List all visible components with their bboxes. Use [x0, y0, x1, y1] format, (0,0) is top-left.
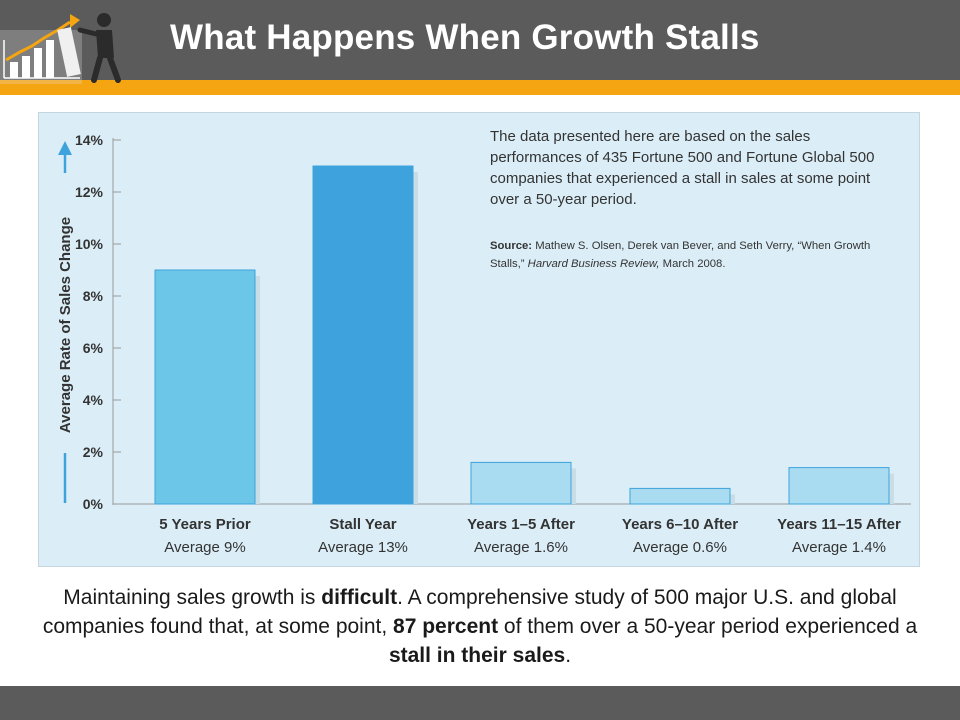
x-category-sublabel: Average 9%: [164, 539, 245, 556]
y-axis-title-group: Average Rate of Sales Change: [57, 217, 74, 433]
x-category-label: Years 6–10 After: [622, 516, 738, 533]
y-tick-label: 14%: [75, 132, 104, 148]
x-category-label: 5 Years Prior: [159, 516, 251, 533]
header-bar: [0, 0, 960, 80]
x-category-sublabel: Average 0.6%: [633, 539, 727, 556]
caption-emphasis-3: stall in their sales: [388, 644, 566, 667]
x-category-sublabel: Average 13%: [318, 539, 408, 556]
caption-text-4: .: [565, 644, 572, 667]
source-publication: Harvard Business Review,: [527, 258, 660, 270]
bar: [629, 487, 731, 505]
chart-note: The data presented here are based on the…: [490, 128, 875, 208]
caption-text-2: . A comprehensive study of 500 major U.S…: [42, 586, 897, 638]
bar: [788, 467, 890, 505]
y-tick-label: 2%: [83, 444, 104, 460]
y-tick-group: 0% 2% 4% 6% 8% 10% 12% 14%: [75, 132, 121, 512]
caption-emphasis-1: difficult: [321, 586, 398, 609]
caption-emphasis-2: 87 percent: [393, 615, 499, 638]
bar-group: [154, 165, 894, 505]
header-accent-bar: [0, 80, 960, 95]
slide-caption: Maintaining sales growth is difficult. A…: [30, 583, 930, 670]
x-category-label: Years 11–15 After: [777, 516, 901, 533]
y-tick-label: 6%: [83, 340, 104, 356]
footer-bar: [0, 686, 960, 720]
x-category-label: Stall Year: [329, 516, 396, 533]
y-axis-arrow-head: [58, 141, 72, 155]
x-label-group: 5 Years Prior Average 9% Stall Year Average…: [159, 516, 901, 556]
y-axis-arrow: [58, 141, 72, 503]
y-tick-label: 10%: [75, 236, 104, 252]
chart-source: Source: Mathew S. Olsen, Derek van Bever…: [490, 237, 890, 273]
chart-panel: Average Rate of Sales Change 0% 2% 4% 6% 8% 1…: [38, 112, 920, 567]
x-category-sublabel: Average 1.4%: [792, 539, 886, 556]
source-article: “When Growth Stalls,”: [490, 240, 871, 270]
growth-chart-figure-icon: [0, 13, 121, 84]
bar: [470, 461, 572, 505]
caption-text-1: Maintaining sales growth is: [63, 586, 322, 609]
bar-chart: Average Rate of Sales Change 0% 2% 4% 6% 8% 1…: [57, 132, 911, 556]
y-tick-label: 0%: [83, 496, 104, 512]
source-date: March 2008.: [662, 258, 726, 270]
y-tick-label: 4%: [83, 392, 104, 408]
y-tick-label: 12%: [75, 184, 104, 200]
bar: [312, 165, 414, 505]
y-tick-label: 8%: [83, 288, 104, 304]
slide-title: What Happens When Growth Stalls: [170, 18, 760, 57]
bar: [154, 269, 256, 505]
source-label: Source:: [490, 240, 533, 252]
source-authors: Mathew S. Olsen, Derek van Bever, and Se…: [535, 240, 795, 252]
x-category-label: Years 1–5 After: [467, 516, 575, 533]
y-axis-title: Average Rate of Sales Change: [57, 217, 74, 433]
x-category-sublabel: Average 1.6%: [474, 539, 568, 556]
caption-text-3: of them over a 50-year period experience…: [498, 615, 918, 638]
